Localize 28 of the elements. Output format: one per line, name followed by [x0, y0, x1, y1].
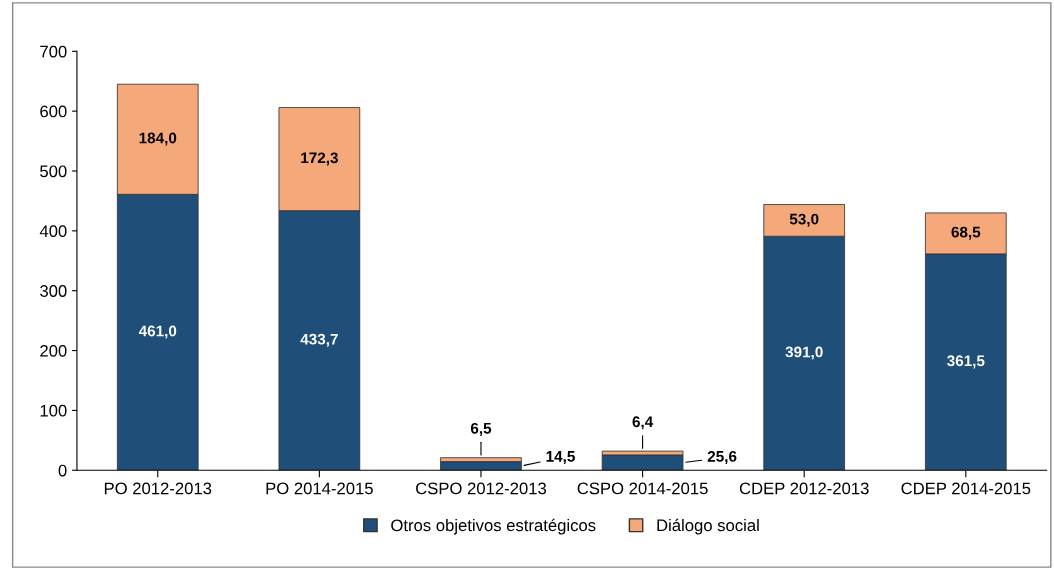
data-label: 433,7 — [300, 333, 338, 347]
data-label: 172,3 — [301, 152, 338, 166]
data-label: 14,5 — [546, 451, 575, 464]
y-tick-label: 100 — [40, 404, 67, 417]
y-tick-label: 500 — [40, 165, 67, 178]
legend-label: Otros objetivos estratégicos — [391, 518, 596, 535]
x-tick-label: CDEP 2012-2013 — [739, 482, 869, 495]
data-label: 361,5 — [947, 355, 985, 369]
x-tick-label: CSPO 2014-2015 — [577, 482, 708, 495]
data-label: 461,0 — [138, 325, 177, 339]
x-tick-label: CSPO 2012-2013 — [416, 482, 547, 495]
y-tick-label: 600 — [40, 105, 67, 118]
y-tick-label: 300 — [40, 285, 67, 297]
data-label: 6,5 — [470, 422, 492, 436]
data-label: 68,5 — [951, 226, 981, 240]
x-tick-label: PO 2014-2015 — [266, 482, 373, 495]
data-label: 391,0 — [785, 346, 823, 360]
data-label: 184,0 — [139, 132, 177, 146]
legend-label: Diálogo social — [657, 518, 759, 535]
x-tick-label: PO 2012-2013 — [104, 482, 212, 495]
x-tick-label: CDEP 2014-2015 — [901, 482, 1031, 495]
y-tick-label: 700 — [40, 45, 67, 58]
data-label: 53,0 — [789, 213, 819, 227]
y-tick-label: 200 — [40, 344, 67, 357]
data-label: 6,4 — [632, 416, 654, 430]
y-tick-label: 400 — [39, 225, 67, 238]
data-label: 25,6 — [707, 450, 737, 464]
y-tick-label: 0 — [58, 464, 67, 477]
